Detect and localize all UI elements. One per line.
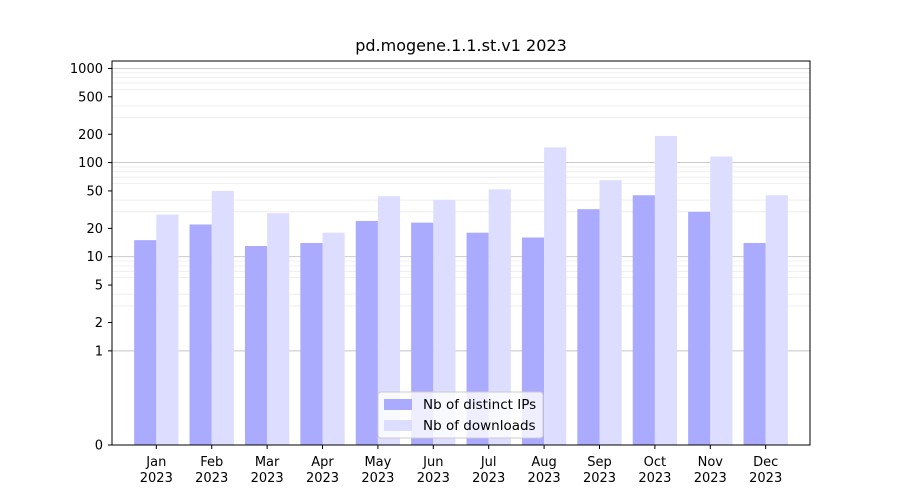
y-tick-label: 100 [78, 156, 103, 171]
y-axis: 0 1 2 5 10 20 50 100 200 500 1000 [70, 62, 112, 454]
y-tick-label: 10 [86, 250, 103, 265]
x-tick-year: 2023 [749, 471, 782, 486]
x-tick-label: Nov 2023 [694, 455, 727, 486]
bar-downloads [322, 232, 345, 445]
chart-title: pd.mogene.1.1.st.v1 2023 [355, 36, 567, 55]
y-tick-label: 500 [78, 90, 103, 105]
x-tick-label: Mar 2023 [251, 455, 284, 486]
x-tick-month: Apr [311, 455, 334, 470]
x-tick-month: Jul [480, 455, 497, 470]
x-tick-label: Jul 2023 [472, 455, 505, 486]
plot-frame [111, 60, 811, 446]
bars [134, 135, 788, 446]
x-tick-year: 2023 [195, 471, 228, 486]
x-tick-year: 2023 [528, 471, 561, 486]
x-tick-label: May 2023 [361, 455, 394, 486]
bar-distinct-ips [244, 246, 268, 445]
legend-box [377, 391, 544, 439]
x-tick-year: 2023 [306, 471, 339, 486]
x-tick-year: 2023 [694, 471, 727, 486]
y-tick-label: 1 [95, 344, 103, 359]
x-tick-label: Jun 2023 [417, 455, 450, 486]
bar-distinct-ips [577, 209, 600, 445]
x-tick-year: 2023 [140, 471, 173, 486]
bar-downloads [488, 189, 511, 445]
x-tick-label: Feb 2023 [195, 455, 228, 486]
y-tick-label: 20 [86, 222, 103, 237]
y-tick-label: 5 [95, 279, 103, 294]
bar-downloads [267, 213, 290, 445]
bar-distinct-ips [300, 242, 323, 445]
x-tick-month: Mar [255, 455, 280, 470]
x-tick-year: 2023 [583, 471, 616, 486]
x-tick-year: 2023 [638, 471, 671, 486]
bar-distinct-ips [743, 242, 766, 445]
x-tick-month: Nov [698, 455, 724, 470]
bar-distinct-ips [355, 220, 378, 445]
bar-distinct-ips [189, 224, 212, 445]
bar-downloads [654, 135, 678, 445]
legend-label: Nb of distinct IPs [423, 397, 536, 413]
x-tick-year: 2023 [417, 471, 450, 486]
x-tick-month: Aug [531, 455, 556, 470]
y-tick-label: 1000 [70, 62, 103, 77]
x-tick-month: Feb [200, 455, 223, 470]
legend-swatch [384, 399, 412, 410]
y-tick-label: 2 [95, 316, 103, 331]
bar-distinct-ips [134, 240, 157, 445]
x-tick-month: Jan [145, 455, 166, 470]
y-tick-label: 50 [86, 184, 103, 199]
x-tick-month: Sep [587, 455, 612, 470]
y-tick-label: 200 [78, 128, 103, 143]
x-tick-month: May [364, 455, 391, 470]
bar-distinct-ips [411, 222, 434, 445]
legend-swatch [384, 420, 412, 431]
x-tick-month: Dec [753, 455, 778, 470]
x-tick-year: 2023 [472, 471, 505, 486]
bar-downloads [599, 180, 622, 445]
x-tick-label: Apr 2023 [306, 455, 339, 486]
x-tick-label: Sep 2023 [583, 455, 616, 486]
bar-distinct-ips [688, 211, 711, 445]
x-tick-month: Oct [644, 455, 666, 470]
bar-distinct-ips [632, 195, 655, 445]
bar-downloads [377, 196, 401, 445]
x-tick-label: Dec 2023 [749, 455, 782, 486]
x-tick-year: 2023 [361, 471, 394, 486]
bar-downloads [156, 214, 179, 445]
x-tick-label: Oct 2023 [638, 455, 671, 486]
x-tick-month: Jun [422, 455, 443, 470]
x-tick-label: Aug 2023 [528, 455, 561, 486]
legend: Nb of distinct IPs Nb of downloads [377, 391, 544, 439]
bar-downloads [211, 190, 234, 445]
x-tick-label: Jan 2023 [140, 455, 173, 486]
bar-downloads [765, 195, 788, 445]
y-tick-label: 0 [95, 439, 103, 454]
bar-downloads [544, 147, 567, 445]
legend-label: Nb of downloads [423, 418, 536, 434]
x-tick-year: 2023 [251, 471, 284, 486]
bar-downloads [433, 200, 456, 445]
bar-downloads [710, 156, 733, 446]
